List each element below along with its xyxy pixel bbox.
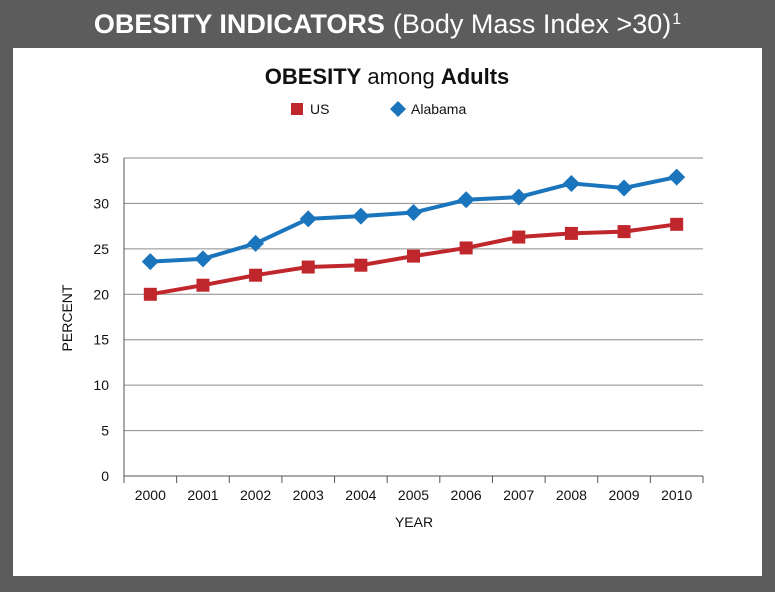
y-tick-label: 15 [93, 332, 109, 348]
chart-title: OBESITY among Adults [265, 64, 510, 89]
data-point-us [617, 225, 631, 239]
data-point-alabama [457, 191, 475, 209]
x-axis-label: YEAR [395, 514, 433, 530]
data-point-alabama [352, 207, 370, 225]
banner-title: OBESITY INDICATORS (Body Mass Index >30)… [0, 0, 775, 48]
x-tick-label: 2006 [451, 487, 482, 503]
x-tick-label: 2008 [556, 487, 587, 503]
data-point-alabama [299, 210, 317, 228]
chart-panel [13, 48, 762, 576]
legend-marker-alabama [390, 101, 406, 117]
y-tick-label: 30 [93, 195, 109, 211]
y-tick-label: 10 [93, 377, 109, 393]
data-point-alabama [510, 188, 528, 206]
data-point-us [512, 230, 526, 244]
y-tick-label: 35 [93, 150, 109, 166]
data-point-alabama [405, 204, 422, 222]
x-tick-label: 2007 [503, 487, 534, 503]
x-tick-label: 2000 [135, 487, 166, 503]
data-point-us [354, 258, 368, 272]
data-point-us [143, 287, 157, 301]
data-point-alabama [247, 234, 265, 252]
y-tick-label: 5 [101, 423, 109, 439]
legend-label-us: US [310, 101, 329, 117]
data-point-us [459, 241, 473, 255]
x-tick-label: 2010 [661, 487, 692, 503]
y-tick-label: 0 [101, 468, 109, 484]
x-tick-label: 2002 [240, 487, 271, 503]
banner-title-light: (Body Mass Index >30) [392, 8, 672, 39]
data-point-alabama [562, 174, 580, 192]
data-point-us [249, 268, 263, 282]
x-tick-label: 2004 [345, 487, 376, 503]
x-tick-label: 2003 [293, 487, 324, 503]
data-point-alabama [668, 168, 686, 186]
data-point-us [670, 217, 684, 231]
x-tick-label: 2005 [398, 487, 429, 503]
legend-label-alabama: Alabama [411, 101, 466, 117]
banner-title-strong: OBESITY INDICATORS [93, 8, 385, 39]
data-point-alabama [141, 253, 159, 271]
data-point-us [196, 278, 210, 292]
data-point-alabama [194, 250, 212, 268]
legend-marker-us [291, 103, 303, 115]
y-axis-label: PERCENT [59, 284, 75, 351]
data-point-us [301, 260, 315, 274]
y-tick-label: 20 [93, 286, 109, 302]
x-tick-label: 2001 [187, 487, 218, 503]
footnote-marker: 1 [672, 11, 682, 28]
y-tick-label: 25 [93, 241, 109, 257]
x-tick-label: 2009 [608, 487, 639, 503]
data-point-alabama [615, 179, 633, 197]
data-point-us [407, 249, 420, 263]
data-point-us [564, 226, 578, 240]
